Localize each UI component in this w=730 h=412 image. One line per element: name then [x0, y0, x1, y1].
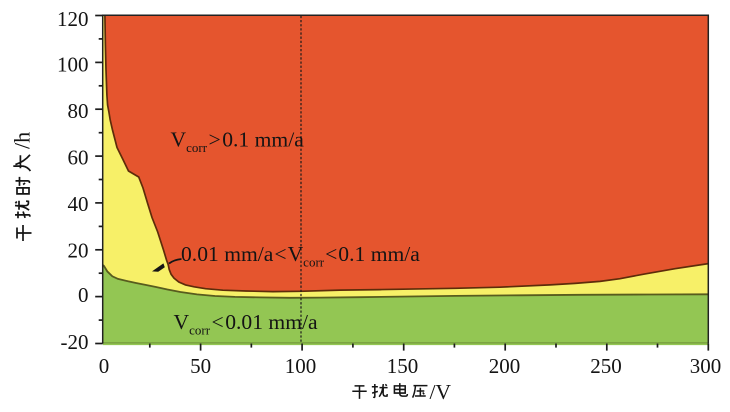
svg-text:60: 60: [68, 145, 89, 169]
svg-text:100: 100: [285, 354, 317, 378]
svg-text:250: 250: [590, 354, 622, 378]
svg-text:0: 0: [78, 283, 89, 307]
svg-text:200: 200: [489, 354, 521, 378]
svg-text:-20: -20: [61, 330, 89, 354]
svg-text:40: 40: [68, 192, 89, 216]
svg-text:50: 50: [190, 354, 211, 378]
svg-text:300: 300: [690, 354, 722, 378]
svg-text:120: 120: [57, 7, 89, 31]
svg-text:0.01 mm/a<Vcorr<0.1 mm/a: 0.01 mm/a<Vcorr<0.1 mm/a: [181, 242, 420, 270]
svg-text:Vcorr<0.01 mm/a: Vcorr<0.01 mm/a: [174, 310, 319, 338]
svg-text:/h: /h: [10, 132, 35, 149]
svg-text:80: 80: [68, 99, 89, 123]
svg-text:20: 20: [68, 239, 89, 263]
svg-text:100: 100: [57, 53, 89, 77]
svg-text:/V: /V: [430, 380, 452, 404]
svg-text:0: 0: [99, 354, 110, 378]
svg-text:150: 150: [387, 354, 419, 378]
